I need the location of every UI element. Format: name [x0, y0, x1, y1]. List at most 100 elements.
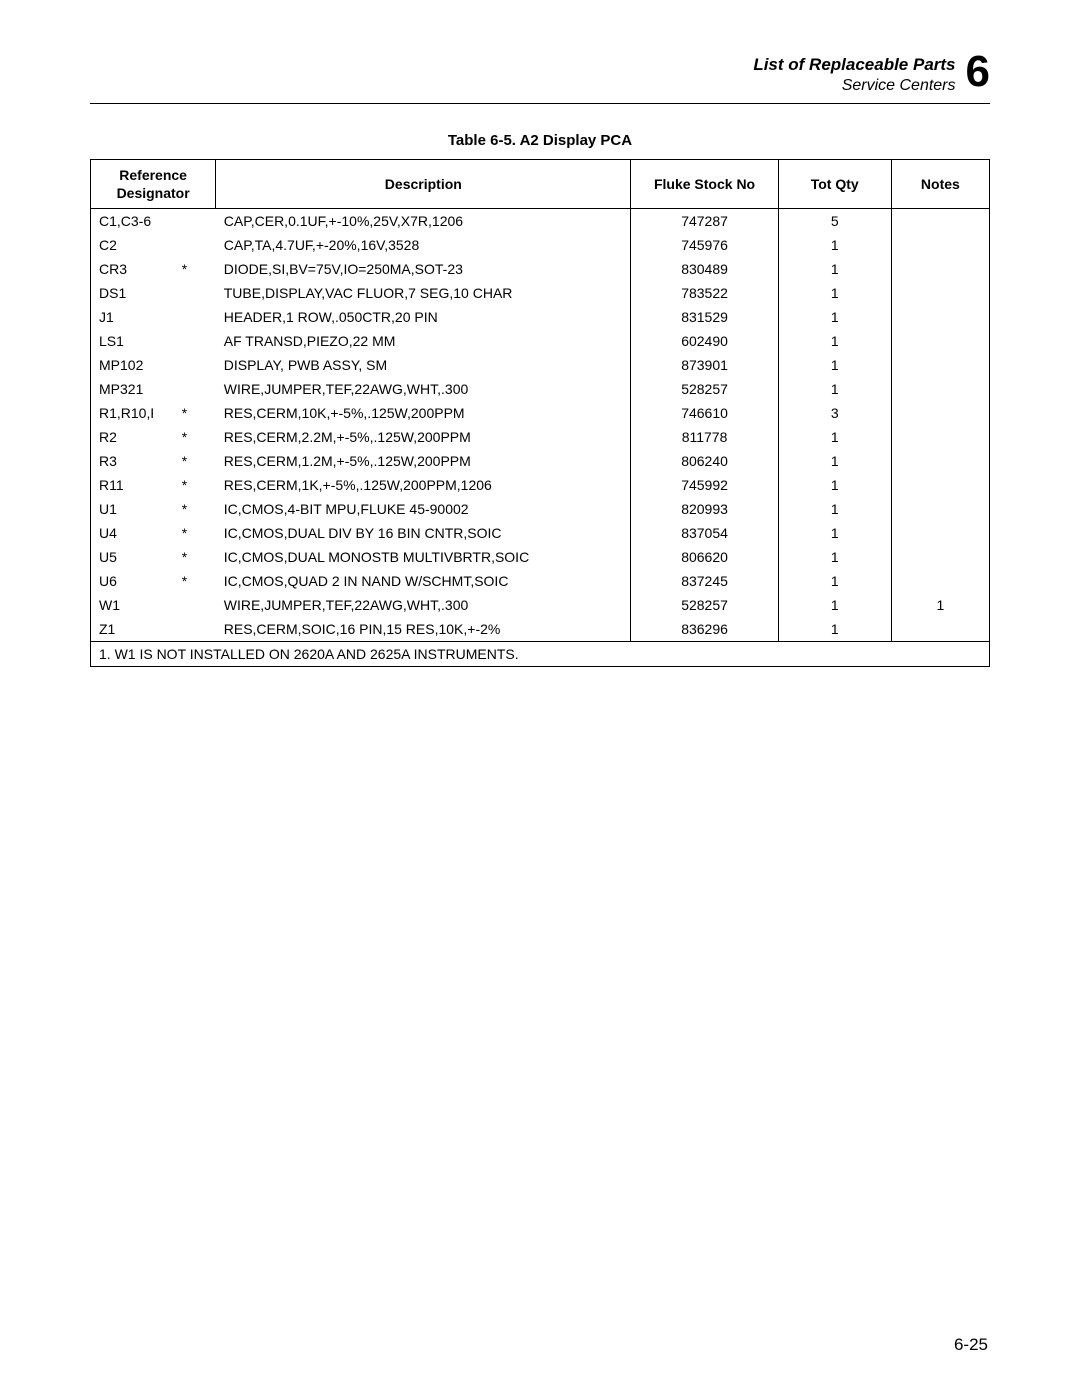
cell-stock-no: 747287 [631, 209, 778, 234]
cell-description: IC,CMOS,QUAD 2 IN NAND W/SCHMT,SOIC [216, 569, 631, 593]
cell-description: DIODE,SI,BV=75V,IO=250MA,SOT-23 [216, 257, 631, 281]
cell-description: IC,CMOS,DUAL MONOSTB MULTIVBRTR,SOIC [216, 545, 631, 569]
page-header: List of Replaceable Parts Service Center… [90, 50, 990, 104]
table-row: C2CAP,TA,4.7UF,+-20%,16V,35287459761 [91, 233, 990, 257]
cell-static-marker [153, 593, 216, 617]
cell-static-marker [153, 377, 216, 401]
cell-qty: 1 [778, 569, 891, 593]
table-row: U1*IC,CMOS,4-BIT MPU,FLUKE 45-9000282099… [91, 497, 990, 521]
cell-description: RES,CERM,SOIC,16 PIN,15 RES,10K,+-2% [216, 617, 631, 642]
cell-static-marker: * [153, 425, 216, 449]
table-footnote-row: 1. W1 IS NOT INSTALLED ON 2620A AND 2625… [91, 642, 990, 667]
cell-description: WIRE,JUMPER,TEF,22AWG,WHT,.300 [216, 377, 631, 401]
parts-table: Reference Designator Description Fluke S… [90, 159, 990, 667]
table-row: R3*RES,CERM,1.2M,+-5%,.125W,200PPM806240… [91, 449, 990, 473]
cell-static-marker [153, 209, 216, 234]
cell-static-marker [153, 233, 216, 257]
cell-static-marker [153, 305, 216, 329]
cell-ref: U6 [91, 569, 154, 593]
table-footnote: 1. W1 IS NOT INSTALLED ON 2620A AND 2625… [91, 642, 990, 667]
cell-notes [891, 257, 989, 281]
cell-qty: 1 [778, 497, 891, 521]
cell-description: WIRE,JUMPER,TEF,22AWG,WHT,.300 [216, 593, 631, 617]
cell-description: RES,CERM,1K,+-5%,.125W,200PPM,1206 [216, 473, 631, 497]
cell-notes [891, 545, 989, 569]
cell-static-marker [153, 353, 216, 377]
cell-stock-no: 836296 [631, 617, 778, 642]
cell-static-marker: * [153, 473, 216, 497]
cell-notes [891, 425, 989, 449]
cell-notes [891, 569, 989, 593]
cell-ref: Z1 [91, 617, 154, 642]
cell-qty: 1 [778, 233, 891, 257]
cell-description: HEADER,1 ROW,.050CTR,20 PIN [216, 305, 631, 329]
cell-static-marker: * [153, 257, 216, 281]
cell-notes [891, 497, 989, 521]
header-subtitle: Service Centers [753, 76, 955, 97]
table-row: R1,R10,R12*RES,CERM,10K,+-5%,.125W,200PP… [91, 401, 990, 425]
cell-static-marker: * [153, 449, 216, 473]
cell-static-marker: * [153, 569, 216, 593]
cell-stock-no: 806240 [631, 449, 778, 473]
cell-stock-no: 602490 [631, 329, 778, 353]
cell-ref: U4 [91, 521, 154, 545]
table-row: W1WIRE,JUMPER,TEF,22AWG,WHT,.30052825711 [91, 593, 990, 617]
cell-stock-no: 831529 [631, 305, 778, 329]
cell-qty: 1 [778, 257, 891, 281]
col-header-ref: Reference Designator [91, 159, 216, 208]
cell-description: DISPLAY, PWB ASSY, SM [216, 353, 631, 377]
cell-qty: 1 [778, 329, 891, 353]
cell-notes [891, 521, 989, 545]
cell-qty: 1 [778, 449, 891, 473]
cell-notes [891, 329, 989, 353]
cell-description: IC,CMOS,DUAL DIV BY 16 BIN CNTR,SOIC [216, 521, 631, 545]
cell-description: AF TRANSD,PIEZO,22 MM [216, 329, 631, 353]
cell-description: IC,CMOS,4-BIT MPU,FLUKE 45-90002 [216, 497, 631, 521]
cell-qty: 1 [778, 473, 891, 497]
table-header-row: Reference Designator Description Fluke S… [91, 159, 990, 208]
table-row: DS1TUBE,DISPLAY,VAC FLUOR,7 SEG,10 CHAR7… [91, 281, 990, 305]
cell-stock-no: 746610 [631, 401, 778, 425]
cell-static-marker: * [153, 521, 216, 545]
table-row: R2*RES,CERM,2.2M,+-5%,.125W,200PPM811778… [91, 425, 990, 449]
col-header-stock: Fluke Stock No [631, 159, 778, 208]
cell-ref: R11 [91, 473, 154, 497]
cell-static-marker: * [153, 545, 216, 569]
cell-notes [891, 617, 989, 642]
cell-qty: 5 [778, 209, 891, 234]
cell-ref: C2 [91, 233, 154, 257]
cell-notes [891, 209, 989, 234]
cell-qty: 1 [778, 593, 891, 617]
table-row: U4*IC,CMOS,DUAL DIV BY 16 BIN CNTR,SOIC8… [91, 521, 990, 545]
cell-static-marker: * [153, 497, 216, 521]
cell-description: RES,CERM,10K,+-5%,.125W,200PPM [216, 401, 631, 425]
table-row: R11*RES,CERM,1K,+-5%,.125W,200PPM,120674… [91, 473, 990, 497]
page-number: 6-25 [954, 1335, 988, 1355]
cell-qty: 1 [778, 353, 891, 377]
cell-notes [891, 401, 989, 425]
cell-stock-no: 811778 [631, 425, 778, 449]
document-page: List of Replaceable Parts Service Center… [0, 0, 1080, 1397]
cell-notes [891, 377, 989, 401]
cell-notes [891, 449, 989, 473]
table-row: Z1 RES,CERM,SOIC,16 PIN,15 RES,10K,+-2%83… [91, 617, 990, 642]
cell-qty: 1 [778, 377, 891, 401]
cell-static-marker [153, 281, 216, 305]
table-row: MP102DISPLAY, PWB ASSY, SM8739011 [91, 353, 990, 377]
cell-notes [891, 281, 989, 305]
cell-ref: CR3 [91, 257, 154, 281]
cell-ref: C1,C3-6 [91, 209, 154, 234]
cell-ref: R1,R10,R12 [91, 401, 154, 425]
table-caption: Table 6-5. A2 Display PCA [90, 132, 990, 149]
cell-ref: MP321 [91, 377, 154, 401]
cell-description: RES,CERM,1.2M,+-5%,.125W,200PPM [216, 449, 631, 473]
cell-description: CAP,TA,4.7UF,+-20%,16V,3528 [216, 233, 631, 257]
cell-ref: LS1 [91, 329, 154, 353]
col-header-desc: Description [216, 159, 631, 208]
cell-stock-no: 528257 [631, 377, 778, 401]
cell-stock-no: 745992 [631, 473, 778, 497]
cell-description: RES,CERM,2.2M,+-5%,.125W,200PPM [216, 425, 631, 449]
cell-ref: U5 [91, 545, 154, 569]
table-row: J1HEADER,1 ROW,.050CTR,20 PIN8315291 [91, 305, 990, 329]
cell-static-marker [153, 617, 216, 642]
